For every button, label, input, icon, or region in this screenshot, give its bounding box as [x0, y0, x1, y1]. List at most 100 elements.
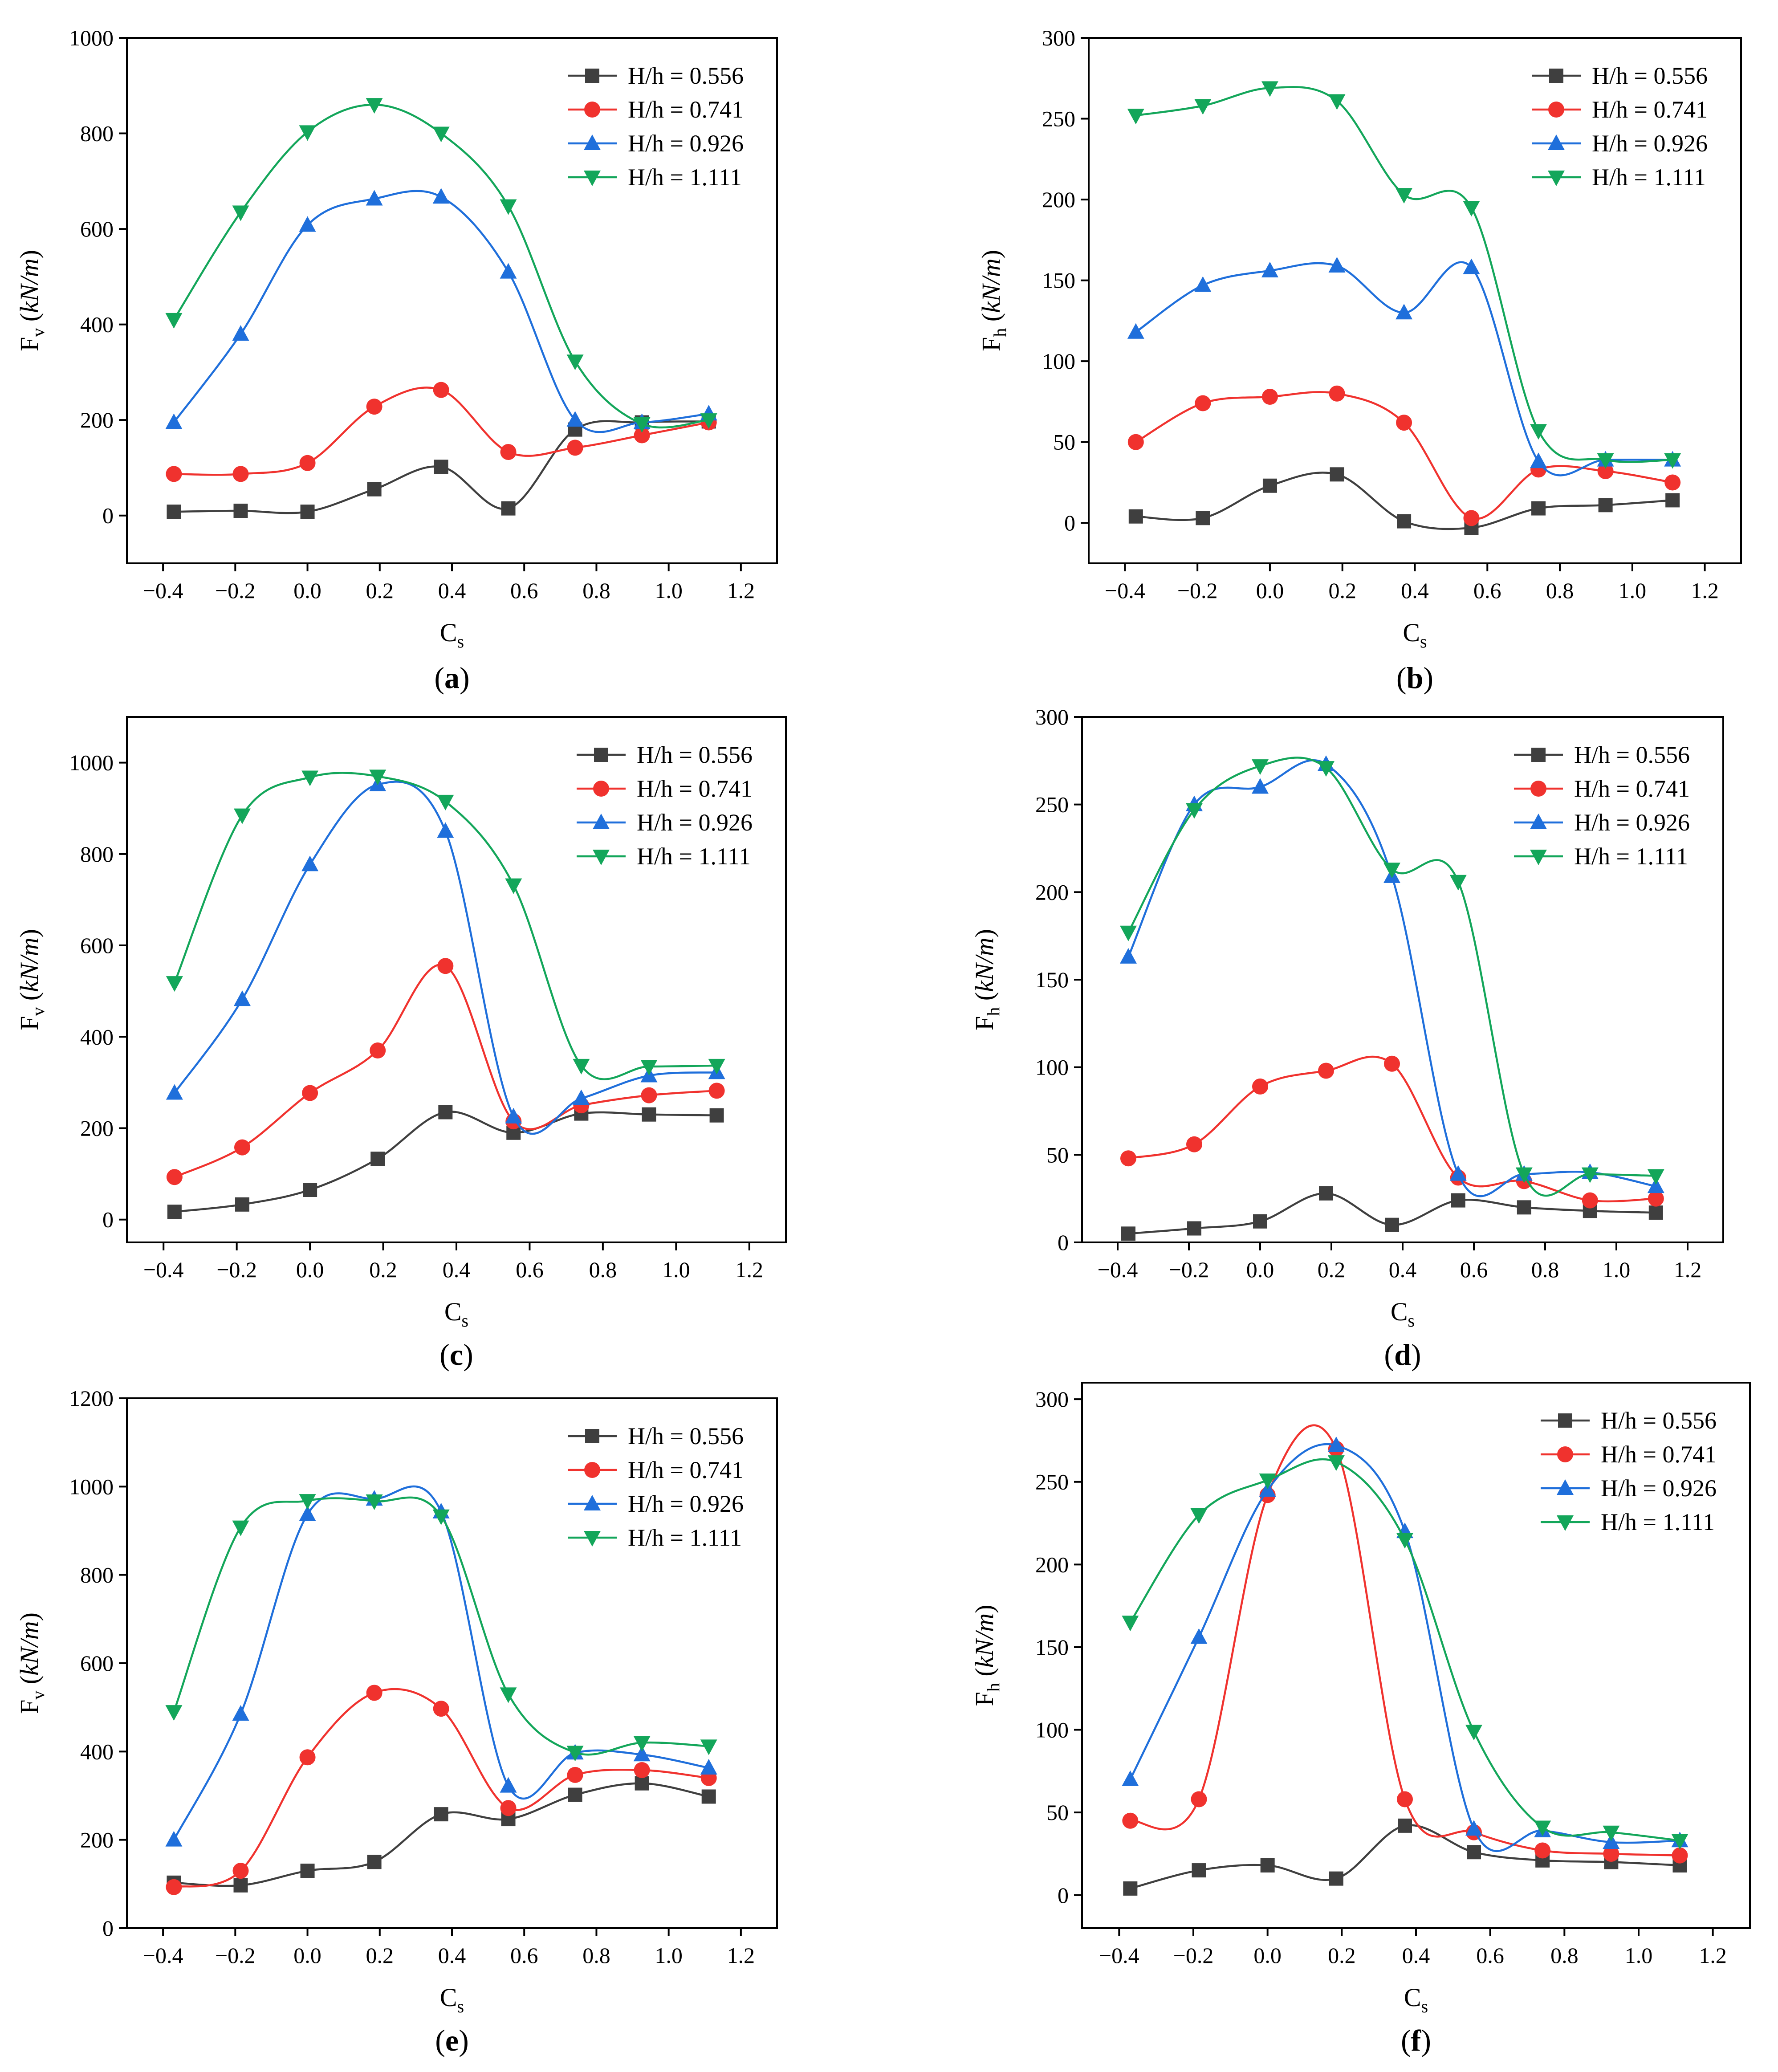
y-tick-label: 250 — [1035, 792, 1069, 817]
data-point — [1465, 1725, 1482, 1741]
data-point — [232, 205, 249, 221]
x-tick-label: −0.4 — [143, 1257, 184, 1282]
data-point — [1449, 1165, 1467, 1181]
y-axis-label: Fv (kN/m) — [15, 929, 48, 1030]
data-point — [1664, 474, 1681, 491]
data-point — [1330, 467, 1344, 482]
x-tick-label: 1.0 — [1603, 1257, 1631, 1282]
series-line — [173, 103, 709, 429]
data-point — [634, 1762, 650, 1778]
legend: H/h = 0.556 H/h = 0.741 H/h = 0.926 H/h = 1… — [1514, 741, 1690, 870]
series-line — [173, 1688, 709, 1888]
legend-entry: H/h = 0.556 — [628, 1423, 744, 1449]
y-axis-label: Fh (kN/m) — [970, 929, 1003, 1030]
y-axis-label: Fv (kN/m) — [15, 1612, 48, 1714]
x-tick-label: 0.6 — [516, 1257, 544, 1282]
legend-entry: H/h = 0.741 — [628, 96, 744, 123]
y-tick-label: 200 — [1035, 1552, 1069, 1577]
data-point — [1194, 276, 1212, 292]
x-tick-label: 0.0 — [293, 1943, 321, 1968]
data-point — [573, 1058, 590, 1075]
y-tick-label: 400 — [80, 1024, 114, 1049]
series-line — [1130, 1424, 1680, 1856]
y-tick-label: 100 — [1035, 1718, 1069, 1742]
x-tick-label: 1.2 — [736, 1257, 764, 1282]
data-point — [434, 460, 448, 474]
y-tick-label: 0 — [102, 1916, 114, 1941]
data-point — [1252, 778, 1269, 794]
x-tick-label: 0.8 — [589, 1257, 617, 1282]
y-tick-label: 0 — [102, 1207, 114, 1232]
data-point — [299, 1494, 316, 1510]
data-point — [505, 878, 522, 894]
data-point — [641, 1087, 657, 1103]
data-point — [1123, 1881, 1138, 1896]
data-point — [1261, 261, 1278, 277]
x-tick-label: 0.6 — [1473, 578, 1501, 603]
panel-label: (a) — [434, 661, 469, 695]
y-axis-label: Fv (kN/m) — [15, 250, 48, 351]
legend-marker — [1557, 1446, 1573, 1462]
y-tick-label: 150 — [1042, 268, 1075, 293]
x-tick-label: 0.2 — [1328, 1943, 1356, 1968]
data-point — [1451, 1193, 1465, 1208]
x-tick-label: −0.4 — [1099, 1943, 1139, 1968]
chart-panel-e: −0.4 −0.2 0.0 0.2 0.4 0.6 0.8 1.0 1.2 0 200 400 600 8… — [15, 1386, 778, 2057]
data-point — [1603, 1845, 1619, 1862]
data-point — [1329, 1871, 1343, 1886]
data-point — [434, 1807, 448, 1822]
data-point — [1664, 453, 1681, 469]
data-point — [1396, 1533, 1413, 1549]
x-tick-label: 0.4 — [1402, 1943, 1430, 1968]
series-0556 — [167, 1105, 724, 1219]
data-point — [1672, 1847, 1688, 1864]
data-point — [1127, 109, 1144, 125]
y-tick-label: 0 — [102, 503, 114, 528]
data-point — [167, 1205, 182, 1219]
x-tick-label: 1.0 — [655, 1943, 683, 1968]
y-tick-label: 800 — [80, 121, 114, 146]
x-tick-label: 0.2 — [1328, 578, 1356, 603]
data-point — [1463, 201, 1480, 217]
x-axis-label: Cs — [444, 1297, 468, 1331]
y-tick-label: 0 — [1064, 510, 1075, 535]
data-point — [1397, 1791, 1413, 1807]
legend-marker — [584, 102, 600, 118]
data-point — [1122, 1812, 1139, 1829]
legend-marker — [1548, 102, 1564, 118]
y-tick-label: 250 — [1035, 1470, 1069, 1494]
y-tick-label: 400 — [80, 1739, 114, 1764]
series-1111 — [1120, 757, 1664, 1197]
data-point — [299, 1749, 316, 1766]
data-point — [367, 482, 382, 497]
data-point — [1253, 1214, 1267, 1229]
data-point — [1530, 424, 1547, 440]
data-point — [366, 1494, 383, 1510]
legend-marker — [593, 850, 610, 865]
x-axis-label: Cs — [440, 618, 464, 651]
data-point — [437, 958, 454, 974]
y-tick-label: 250 — [1042, 106, 1075, 131]
data-point — [303, 1183, 317, 1197]
data-point — [1465, 1820, 1482, 1836]
data-point — [708, 1083, 725, 1099]
y-tick-label: 100 — [1042, 349, 1075, 374]
legend-entry: H/h = 0.556 — [1592, 62, 1708, 89]
data-point — [437, 822, 454, 838]
series-line — [1135, 86, 1673, 463]
series-0741 — [1122, 1424, 1688, 1864]
y-tick-label: 100 — [1035, 1055, 1069, 1080]
panel-label: (b) — [1396, 661, 1433, 695]
x-tick-label: 0.0 — [1256, 578, 1284, 603]
data-point — [438, 1105, 453, 1119]
series-0926 — [1127, 256, 1681, 476]
data-point — [299, 1505, 316, 1521]
data-point — [1647, 1177, 1664, 1193]
x-tick-label: 0.4 — [438, 578, 466, 603]
data-point — [700, 1739, 717, 1755]
y-axis-label: Fh (kN/m) — [970, 1605, 1003, 1706]
y-tick-label: 50 — [1053, 430, 1075, 455]
y-tick-label: 300 — [1042, 25, 1075, 50]
data-point — [437, 794, 454, 810]
legend: H/h = 0.556 H/h = 0.741 H/h = 0.926 H/h = 1… — [1541, 1407, 1717, 1535]
